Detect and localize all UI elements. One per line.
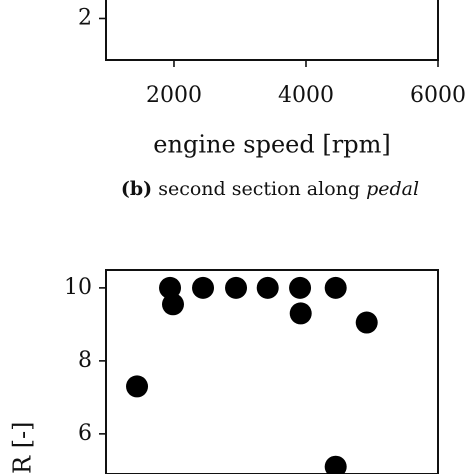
x-axis-label: engine speed [rpm] [153,131,390,159]
data-point [289,302,312,325]
x-tick-label: 6000 [410,83,466,108]
axes-frame [105,269,439,474]
y-tick-label: 10 [64,275,92,300]
x-tick-label: 2000 [146,83,202,108]
caption-emphasis: pedal [366,178,419,200]
data-point [192,276,215,299]
data-point [355,311,378,334]
caption-label: (b) [121,178,152,200]
caption: (b) second section along pedal [121,178,419,200]
x-tick-label: 4000 [278,83,334,108]
data-point [159,276,182,299]
data-point [161,293,184,316]
data-point [324,455,347,474]
y-tick-label: 6 [78,421,92,446]
data-point [256,276,279,299]
axes-frame [105,0,439,61]
y-axis-label: R [-] [9,421,37,474]
y-tick-label: 2 [78,5,92,30]
caption-text: second section along [158,178,360,200]
data-point [324,276,347,299]
data-point [126,375,149,398]
y-tick-label: 8 [78,348,92,373]
data-point [289,276,312,299]
data-point [225,276,248,299]
